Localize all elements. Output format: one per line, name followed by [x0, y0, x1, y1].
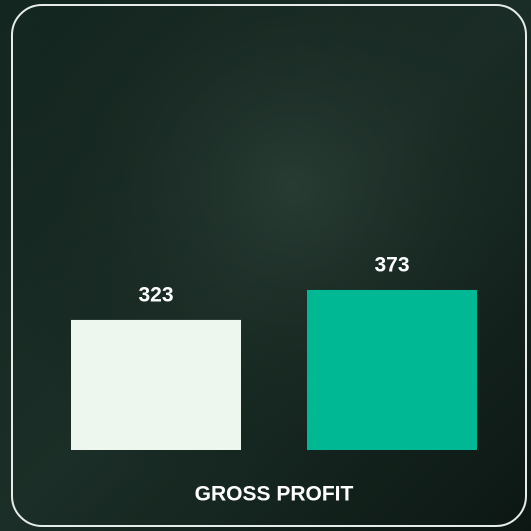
value-label: 373: [374, 254, 409, 277]
value-label: 323: [138, 283, 173, 306]
card-border: [11, 4, 527, 527]
bar: [307, 289, 477, 450]
chart-title: GROSS PROFIT: [195, 483, 354, 506]
bar: [71, 319, 241, 450]
